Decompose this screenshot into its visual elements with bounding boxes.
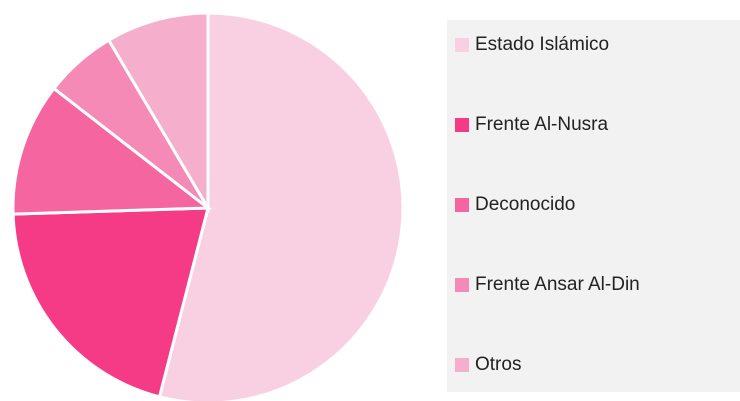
pie-slice (11, 86, 213, 216)
legend-swatch (455, 358, 469, 372)
legend-label: Frente Al-Nusra (475, 114, 608, 135)
legend-label: Frente Ansar Al-Din (475, 274, 640, 295)
legend-swatch (455, 198, 469, 212)
legend-swatch (455, 118, 469, 132)
pie-slice (157, 11, 405, 401)
legend-label: Otros (475, 354, 521, 375)
legend-box (447, 20, 740, 392)
legend-label: Estado Islámico (475, 34, 609, 55)
pie-slice (11, 206, 210, 399)
legend-swatch (455, 38, 469, 52)
legend-label: Deconocido (475, 194, 575, 215)
pie-slice (106, 11, 210, 214)
legend-swatch (455, 278, 469, 292)
